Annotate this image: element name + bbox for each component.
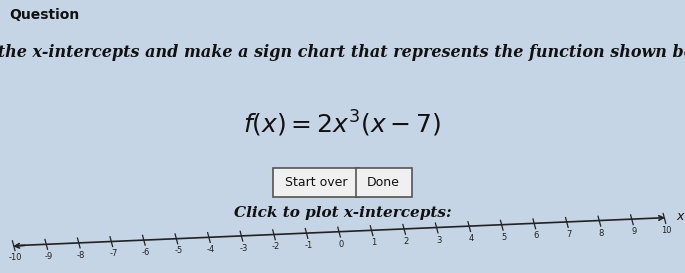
Text: 10: 10	[661, 226, 672, 235]
Text: 2: 2	[403, 237, 409, 246]
FancyBboxPatch shape	[356, 168, 412, 197]
Text: 4: 4	[469, 234, 474, 243]
Text: -4: -4	[207, 245, 215, 254]
Text: -6: -6	[142, 248, 150, 257]
Text: Start over: Start over	[285, 176, 347, 189]
FancyBboxPatch shape	[273, 168, 359, 197]
Text: 7: 7	[566, 230, 571, 239]
Text: 3: 3	[436, 236, 441, 245]
Text: Plot the x-intercepts and make a sign chart that represents the function shown b: Plot the x-intercepts and make a sign ch…	[0, 44, 685, 61]
Text: x: x	[677, 210, 684, 223]
Text: -1: -1	[304, 241, 312, 250]
Text: -8: -8	[77, 251, 85, 260]
Text: -5: -5	[174, 247, 182, 256]
Text: $f(x) = 2x^3(x-7)$: $f(x) = 2x^3(x-7)$	[243, 109, 442, 140]
Text: 6: 6	[534, 232, 539, 241]
Text: -3: -3	[239, 244, 248, 253]
Text: 5: 5	[501, 233, 506, 242]
Text: -9: -9	[44, 252, 52, 261]
Text: Click to plot x-intercepts:: Click to plot x-intercepts:	[234, 206, 451, 220]
Text: -2: -2	[272, 242, 280, 251]
Text: Question: Question	[9, 8, 79, 22]
Text: -10: -10	[9, 253, 23, 262]
Text: 9: 9	[632, 227, 636, 236]
Text: Done: Done	[367, 176, 400, 189]
Text: -7: -7	[109, 249, 118, 258]
Text: 8: 8	[599, 229, 604, 238]
Text: 0: 0	[338, 240, 344, 249]
Text: 1: 1	[371, 238, 376, 247]
